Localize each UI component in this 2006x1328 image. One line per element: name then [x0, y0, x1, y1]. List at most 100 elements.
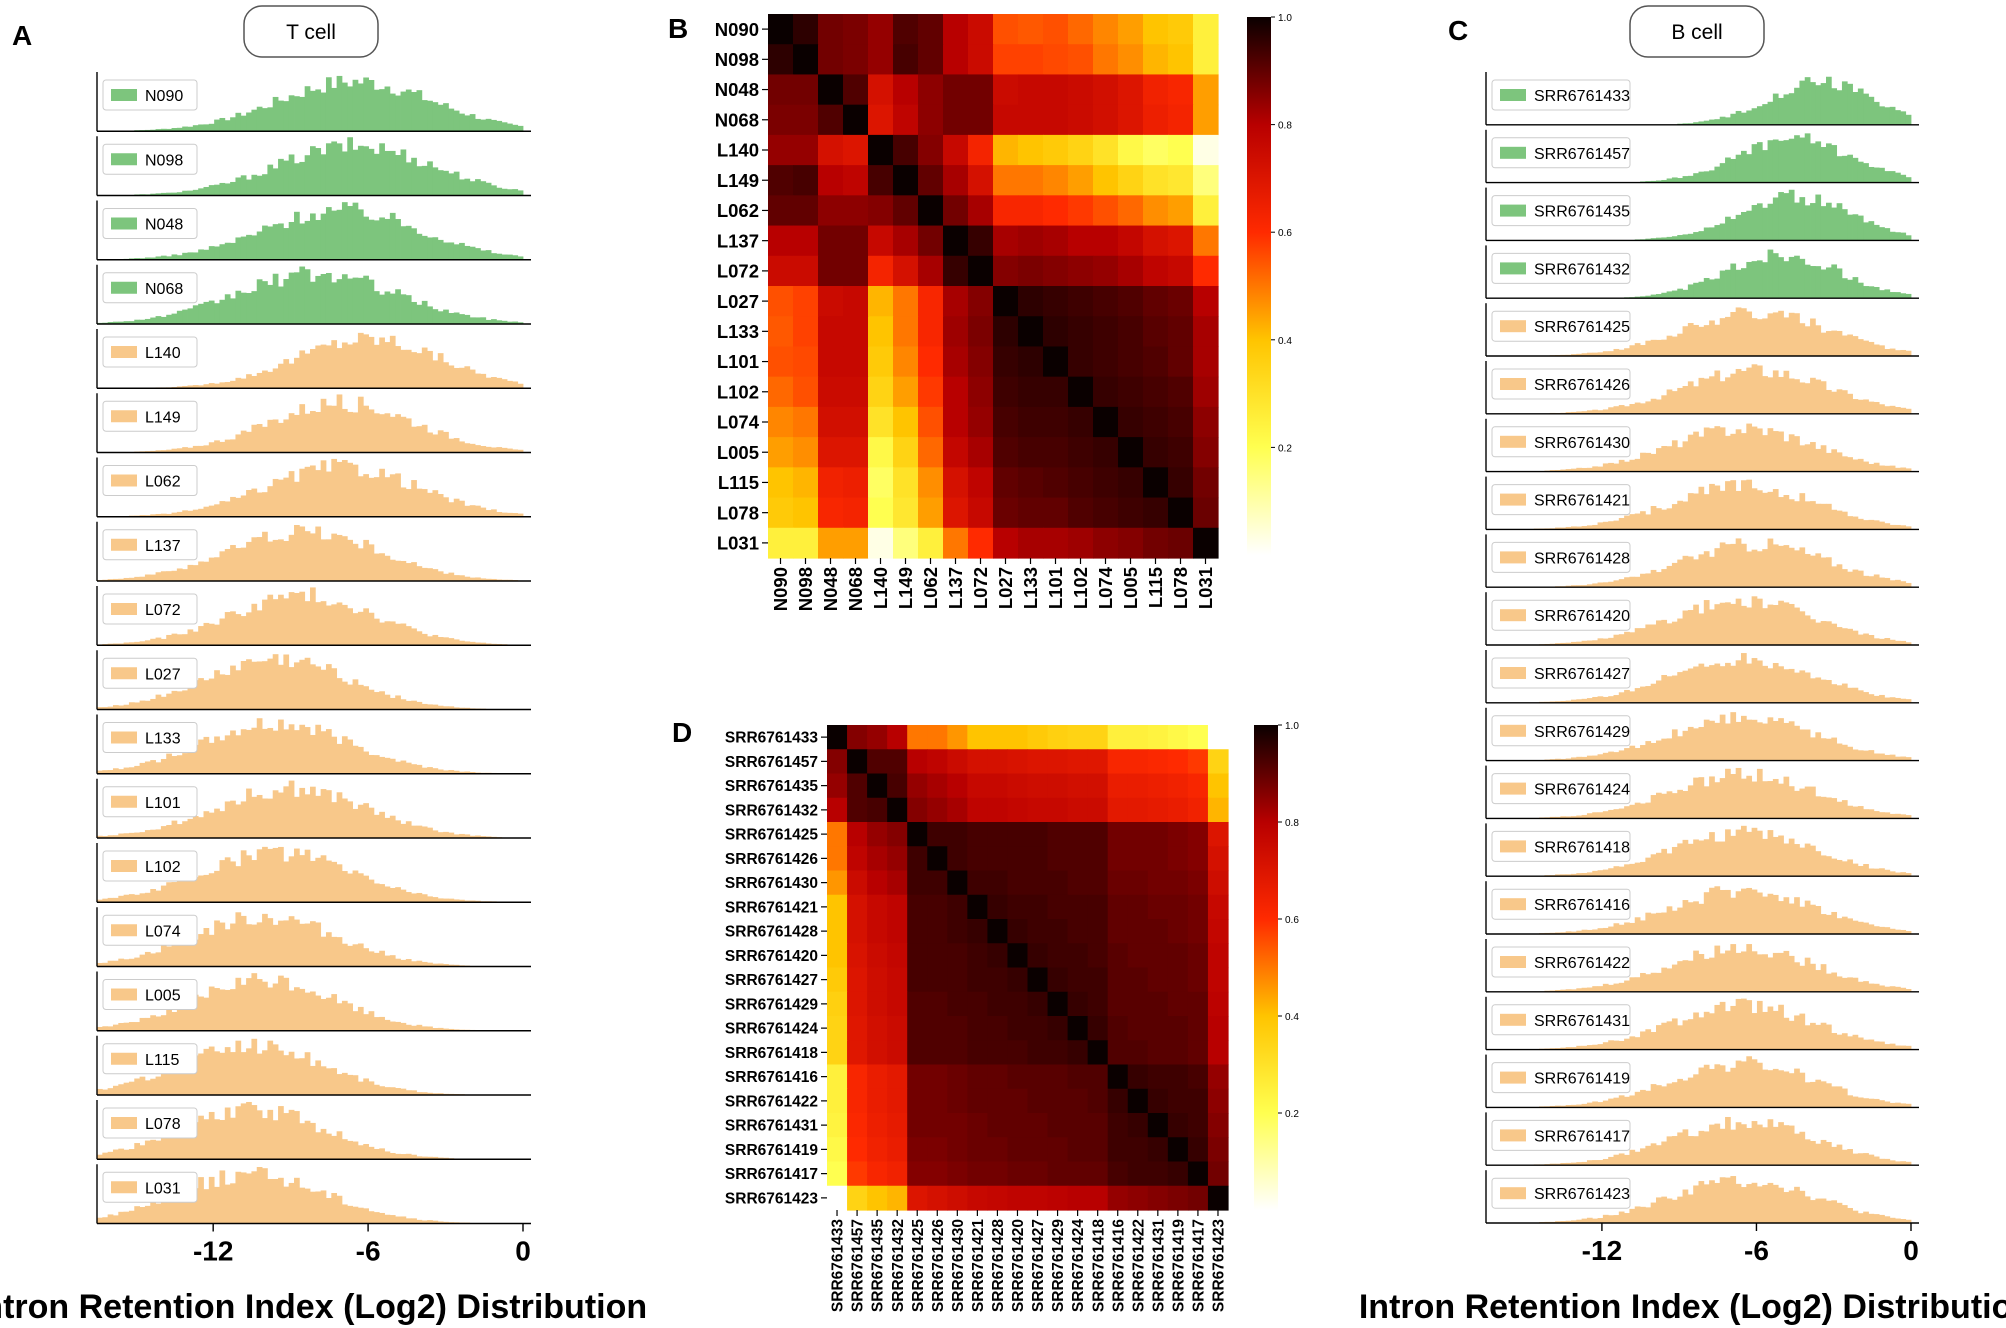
histogram-bar: [1810, 1200, 1816, 1223]
histogram-bar: [368, 1081, 375, 1095]
heatmap-cell: [893, 195, 919, 227]
histogram-bar: [219, 501, 226, 517]
histogram-bar: [485, 836, 492, 838]
histogram-bar: [352, 679, 359, 710]
heatmap-cell: [1087, 894, 1109, 920]
histogram-bar: [150, 1078, 156, 1095]
histogram-bar: [1746, 110, 1753, 125]
histogram-bar: [267, 419, 274, 453]
histogram-bar: [1725, 602, 1731, 645]
histogram-bar: [341, 342, 348, 389]
histogram-bar: [102, 1152, 109, 1160]
heatmap-cell: [1018, 14, 1044, 45]
histogram-bar: [384, 150, 391, 196]
histogram-bar: [107, 960, 114, 967]
histogram-bar: [395, 1153, 401, 1160]
histogram-bar: [176, 310, 183, 324]
histogram-bar: [219, 922, 226, 967]
histogram-bar: [1682, 501, 1689, 530]
histogram-bar: [363, 275, 369, 324]
histogram-bar: [315, 220, 322, 260]
histogram-bar: [198, 303, 204, 324]
histogram-bar: [1735, 998, 1742, 1050]
histogram-bar: [102, 898, 109, 903]
histogram-bar: [315, 724, 322, 774]
histogram-bar: [1725, 1011, 1731, 1050]
histogram-bar: [1581, 929, 1588, 934]
heatmap-cell: [847, 749, 868, 775]
histogram-bar: [1576, 353, 1583, 356]
legend-box: [1491, 310, 1631, 342]
histogram-bar: [1847, 1149, 1853, 1166]
histogram-bar: [1608, 1156, 1614, 1166]
heatmap-cell: [907, 1016, 928, 1041]
histogram-bar: [144, 257, 151, 260]
histogram-bar: [1852, 92, 1859, 125]
histogram-bar: [139, 258, 146, 260]
heatmap-cell: [927, 1137, 948, 1163]
histogram-bar: [176, 824, 183, 838]
legend-box: [102, 79, 198, 111]
histogram-bar: [437, 311, 444, 324]
histogram-bar: [427, 432, 433, 453]
panel-a-x-axis: -12 -6 0: [193, 1223, 531, 1267]
histogram-bar: [496, 120, 503, 132]
histogram-bar: [1895, 697, 1901, 703]
histogram-bar: [315, 526, 322, 581]
histogram-bar: [427, 568, 433, 581]
x-tick-label: N068: [845, 567, 866, 611]
histogram-bar: [1618, 808, 1625, 819]
histogram-bar: [1698, 377, 1705, 414]
histogram-bar: [235, 977, 242, 1031]
histogram-bar: [325, 405, 332, 453]
histogram-bar: [235, 434, 242, 453]
legend-swatch: [111, 924, 137, 937]
legend-swatch: [1500, 146, 1526, 159]
heatmap-cell: [1167, 797, 1189, 823]
histogram-bar: [1905, 350, 1912, 356]
heatmap-cell: [1107, 894, 1129, 920]
histogram-bar: [347, 344, 353, 389]
histogram-bar: [1560, 874, 1567, 877]
heatmap-cell: [1107, 870, 1129, 896]
histogram-L115: L115: [96, 1035, 531, 1096]
heatmap-cell: [1087, 967, 1109, 993]
histogram-SRR6761421: SRR6761421: [1485, 476, 1919, 531]
histogram-bar: [1730, 1129, 1737, 1166]
histogram-bar: [421, 1220, 428, 1224]
histogram-bar: [352, 745, 359, 774]
histogram-bar: [405, 1153, 412, 1160]
histogram-bar: [1576, 1104, 1583, 1108]
histogram-bar: [1682, 960, 1689, 992]
histogram-bar: [432, 963, 439, 967]
histogram-bar: [1826, 914, 1832, 934]
histogram-bar: [144, 761, 151, 774]
legend-swatch: [111, 1052, 137, 1065]
histogram-bar: [1778, 901, 1784, 934]
histogram-bar: [1725, 435, 1731, 472]
histogram-bar: [1820, 914, 1827, 934]
histogram-bar: [272, 654, 279, 710]
histogram-bar: [1841, 209, 1848, 241]
histogram-bar: [1656, 399, 1662, 414]
histogram-bar: [1746, 663, 1753, 703]
histogram-bar: [1889, 106, 1896, 125]
histogram-bar: [1730, 897, 1737, 934]
histogram-bar: [432, 768, 439, 774]
histogram-bar: [288, 221, 295, 260]
histogram-bar: [1592, 1044, 1598, 1050]
histogram-bar: [256, 610, 263, 646]
histogram-bar: [123, 1022, 130, 1031]
histogram-bar: [251, 1171, 258, 1224]
histogram-bar: [224, 612, 231, 646]
heatmap-cell: [1193, 225, 1219, 257]
histogram-bar: [251, 1105, 258, 1160]
heatmap-cell: [987, 1040, 1009, 1066]
histogram-bar: [1602, 521, 1609, 530]
histogram-bar: [1841, 861, 1848, 877]
heatmap-cell: [768, 134, 794, 166]
histogram-bar: [1889, 465, 1896, 472]
histogram-bar: [1693, 122, 1699, 125]
histogram-bar: [182, 1004, 188, 1031]
heatmap-cell: [1193, 437, 1219, 468]
